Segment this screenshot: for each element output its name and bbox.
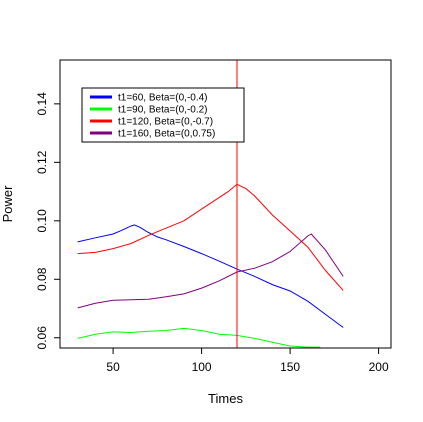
y-tick-label: 0.12 [35, 150, 49, 174]
series-line-2 [77, 327, 321, 348]
series-line-3 [77, 183, 344, 291]
x-tick-label: 150 [280, 360, 300, 374]
legend-label: t1=120, Beta=(0,-0.7) [118, 117, 213, 128]
y-tick-label: 0.06 [35, 326, 49, 350]
series-line-4 [77, 233, 344, 309]
legend: t1=60, Beta=(0,-0.4)t1=90, Beta=(0,-0.2)… [81, 87, 245, 143]
x-axis: 50 100 150 200 [106, 347, 389, 374]
series-line-1 [77, 224, 344, 328]
legend-label: t1=90, Beta=(0,-0.2) [118, 105, 208, 116]
x-tick-label: 50 [106, 360, 120, 374]
legend-label: t1=160, Beta=(0,0.75) [118, 129, 215, 140]
y-tick-label: 0.08 [35, 267, 49, 291]
x-tick-label: 200 [369, 360, 389, 374]
y-axis-title: Power [0, 185, 15, 223]
x-tick-label: 100 [192, 360, 212, 374]
y-tick-label: 0.14 [35, 92, 49, 116]
legend-label: t1=60, Beta=(0,-0.4) [118, 93, 208, 104]
x-axis-title: Times [208, 391, 243, 406]
y-tick-label: 0.10 [35, 209, 49, 233]
y-axis: 0.06 0.08 0.10 0.12 0.14 [35, 92, 61, 350]
